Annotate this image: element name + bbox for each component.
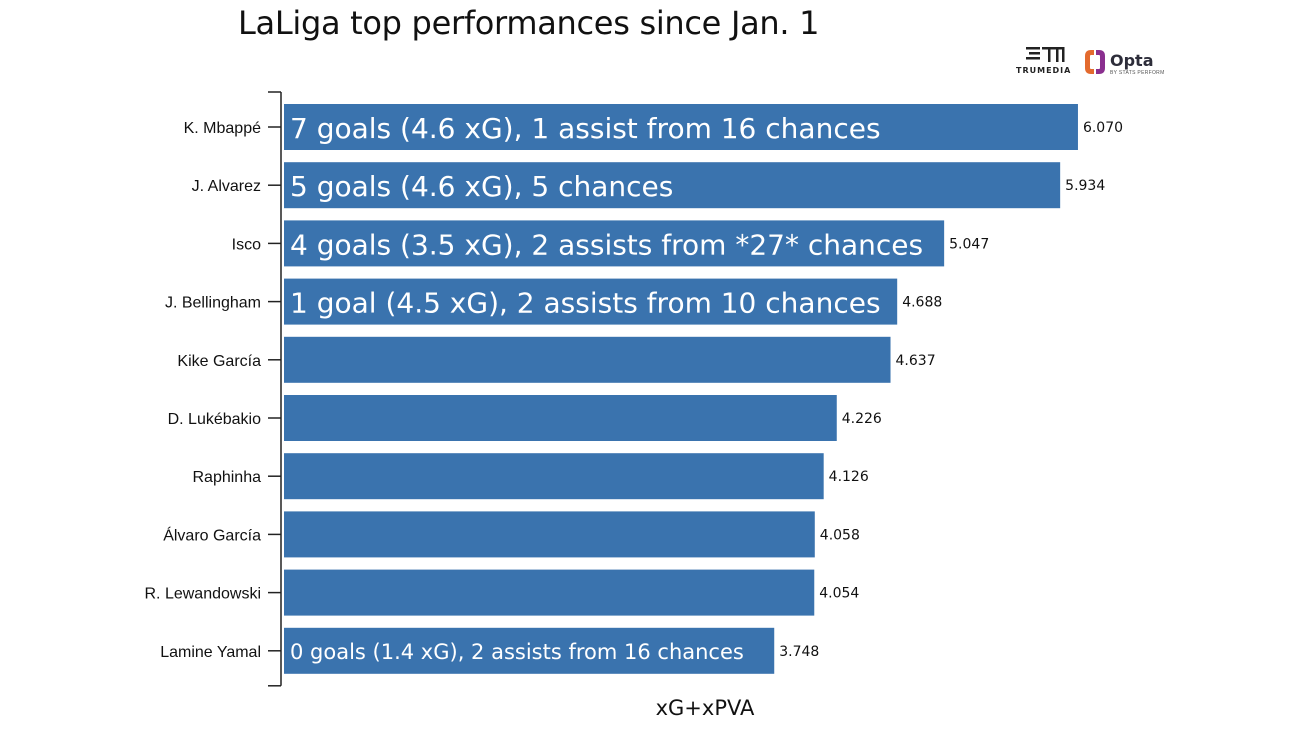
bar [284, 336, 891, 383]
y-tick-label: Kike García [177, 353, 261, 370]
data-label: 6.070 [1083, 120, 1123, 136]
bar [284, 453, 824, 500]
bar [284, 627, 775, 674]
y-tick-label: J. Alvarez [192, 178, 261, 195]
bar-annotation: 5 goals (4.6 xG), 5 chances [290, 170, 673, 203]
data-label: 5.047 [949, 236, 989, 252]
y-tick-label: Isco [232, 236, 261, 253]
y-tick-label: Álvaro García [163, 525, 261, 544]
data-label: 5.934 [1065, 178, 1105, 194]
data-label: 4.058 [820, 527, 860, 543]
bar [284, 278, 898, 325]
y-tick-label: D. Lukébakio [168, 411, 261, 428]
bar-annotation: 1 goal (4.5 xG), 2 assists from 10 chanc… [290, 287, 881, 320]
data-label: 4.688 [902, 295, 942, 311]
data-label: 4.637 [896, 353, 936, 369]
y-tick-label: R. Lewandowski [145, 586, 262, 603]
chart-title: LaLiga top performances since Jan. 1 [238, 4, 820, 42]
y-tick-label: Raphinha [193, 469, 262, 486]
bar [284, 569, 815, 616]
x-axis-label: xG+xPVA [655, 696, 755, 720]
opta-logo-subtext: BY STATS PERFORM [1110, 70, 1165, 76]
bar [284, 104, 1078, 150]
y-tick-label: J. Bellingham [165, 295, 261, 312]
y-tick-label: Lamine Yamal [160, 644, 261, 661]
trumedia-logo-text: TRUMEDIA [1016, 66, 1072, 75]
bar-annotation: 0 goals (1.4 xG), 2 assists from 16 chan… [290, 640, 744, 664]
bar [284, 220, 945, 267]
bar-annotation: 7 goals (4.6 xG), 1 assist from 16 chanc… [290, 112, 881, 145]
data-label: 4.126 [829, 469, 869, 485]
data-label: 4.226 [842, 411, 882, 427]
data-label: 3.748 [779, 644, 819, 660]
bar [284, 395, 837, 441]
opta-logo-text: Opta [1110, 51, 1154, 70]
data-label: 4.054 [819, 586, 859, 602]
bar [284, 511, 815, 558]
y-tick-label: K. Mbappé [184, 120, 261, 137]
trumedia-logo-icon [1026, 47, 1065, 62]
logos: TRUMEDIA Opta BY STATS PERFORM [1012, 46, 1172, 80]
bar [284, 162, 1061, 209]
opta-logo-icon [1085, 50, 1105, 74]
bar-annotation: 4 goals (3.5 xG), 2 assists from *27* ch… [290, 228, 923, 261]
